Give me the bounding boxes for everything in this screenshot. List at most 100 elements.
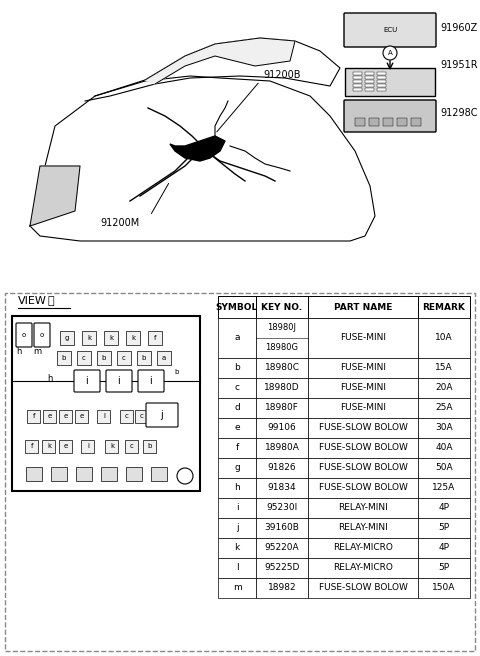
Text: e: e bbox=[234, 424, 240, 432]
Text: f: f bbox=[31, 443, 33, 449]
Bar bbox=[256, 498, 308, 518]
FancyBboxPatch shape bbox=[344, 13, 436, 47]
Bar bbox=[0, 0, 480, 286]
Bar bbox=[143, 440, 156, 453]
Text: 10A: 10A bbox=[435, 333, 453, 342]
Text: 99106: 99106 bbox=[268, 424, 296, 432]
Text: 125A: 125A bbox=[432, 483, 456, 493]
Text: b: b bbox=[102, 355, 106, 361]
Text: 40A: 40A bbox=[435, 443, 453, 453]
Bar bbox=[308, 378, 418, 398]
Text: 30A: 30A bbox=[435, 424, 453, 432]
Bar bbox=[125, 440, 138, 453]
Bar bbox=[60, 331, 74, 345]
Text: 39160B: 39160B bbox=[264, 523, 300, 533]
Bar bbox=[42, 440, 55, 453]
Text: k: k bbox=[109, 335, 113, 341]
Bar bbox=[418, 558, 470, 578]
Polygon shape bbox=[145, 38, 295, 84]
Bar bbox=[12, 316, 200, 491]
Text: Ⓐ: Ⓐ bbox=[48, 296, 55, 306]
FancyBboxPatch shape bbox=[146, 403, 178, 427]
Text: KEY NO.: KEY NO. bbox=[262, 302, 302, 312]
Text: i: i bbox=[118, 376, 120, 386]
Bar bbox=[256, 438, 308, 458]
Bar bbox=[81, 440, 94, 453]
Text: b: b bbox=[148, 443, 152, 449]
Text: c: c bbox=[140, 413, 144, 419]
Bar bbox=[308, 458, 418, 478]
Text: 95230I: 95230I bbox=[266, 504, 298, 512]
Bar bbox=[377, 72, 386, 75]
Bar bbox=[353, 84, 362, 87]
Text: b: b bbox=[142, 355, 146, 361]
Bar bbox=[218, 478, 256, 498]
Bar bbox=[377, 88, 386, 91]
Bar bbox=[148, 331, 162, 345]
Text: 91298C: 91298C bbox=[440, 108, 478, 118]
Text: PART NAME: PART NAME bbox=[334, 302, 392, 312]
Bar bbox=[256, 578, 308, 598]
Text: FUSE-SLOW BOLOW: FUSE-SLOW BOLOW bbox=[319, 464, 408, 472]
Text: 18980D: 18980D bbox=[264, 384, 300, 392]
Bar bbox=[256, 558, 308, 578]
Bar bbox=[256, 378, 308, 398]
Bar bbox=[418, 538, 470, 558]
Bar bbox=[308, 518, 418, 538]
Bar bbox=[97, 410, 110, 423]
Text: l: l bbox=[236, 564, 238, 573]
Bar bbox=[365, 88, 374, 91]
Text: FUSE-SLOW BOLOW: FUSE-SLOW BOLOW bbox=[319, 483, 408, 493]
Bar bbox=[308, 358, 418, 378]
Bar bbox=[218, 538, 256, 558]
Text: k: k bbox=[234, 544, 240, 552]
Bar bbox=[418, 318, 470, 358]
Text: RELAY-MICRO: RELAY-MICRO bbox=[333, 564, 393, 573]
Bar bbox=[418, 296, 470, 318]
Text: h: h bbox=[16, 347, 22, 356]
Text: a: a bbox=[234, 333, 240, 342]
Bar bbox=[365, 72, 374, 75]
Bar bbox=[377, 76, 386, 79]
Bar bbox=[117, 351, 131, 365]
Text: b: b bbox=[234, 363, 240, 373]
Text: 4P: 4P bbox=[439, 544, 449, 552]
Bar bbox=[365, 76, 374, 79]
Text: e: e bbox=[64, 443, 68, 449]
Bar bbox=[353, 80, 362, 83]
Bar bbox=[418, 398, 470, 418]
Bar bbox=[77, 351, 91, 365]
Bar bbox=[418, 378, 470, 398]
Bar bbox=[308, 578, 418, 598]
Bar bbox=[353, 72, 362, 75]
Bar bbox=[43, 410, 56, 423]
Text: j: j bbox=[236, 523, 238, 533]
Text: REMARK: REMARK bbox=[422, 302, 466, 312]
Text: i: i bbox=[236, 504, 238, 512]
Text: 95225D: 95225D bbox=[264, 564, 300, 573]
Text: RELAY-MINI: RELAY-MINI bbox=[338, 523, 388, 533]
Text: A: A bbox=[388, 50, 392, 56]
Bar bbox=[353, 76, 362, 79]
Text: c: c bbox=[82, 355, 86, 361]
Bar bbox=[355, 118, 365, 126]
Bar bbox=[256, 418, 308, 438]
Bar bbox=[57, 351, 71, 365]
Bar bbox=[59, 440, 72, 453]
Bar bbox=[218, 358, 256, 378]
Text: k: k bbox=[47, 443, 51, 449]
Text: RELAY-MINI: RELAY-MINI bbox=[338, 504, 388, 512]
Text: FUSE-SLOW BOLOW: FUSE-SLOW BOLOW bbox=[319, 443, 408, 453]
Bar bbox=[256, 358, 308, 378]
Text: 18980C: 18980C bbox=[264, 363, 300, 373]
Bar bbox=[97, 351, 111, 365]
Bar bbox=[101, 467, 117, 481]
Bar bbox=[308, 296, 418, 318]
Text: f: f bbox=[33, 413, 35, 419]
Text: o: o bbox=[40, 332, 44, 338]
Bar bbox=[383, 118, 393, 126]
Text: a: a bbox=[162, 355, 166, 361]
Text: 95220A: 95220A bbox=[264, 544, 300, 552]
Text: 18980A: 18980A bbox=[264, 443, 300, 453]
Text: 91951R: 91951R bbox=[440, 60, 478, 70]
